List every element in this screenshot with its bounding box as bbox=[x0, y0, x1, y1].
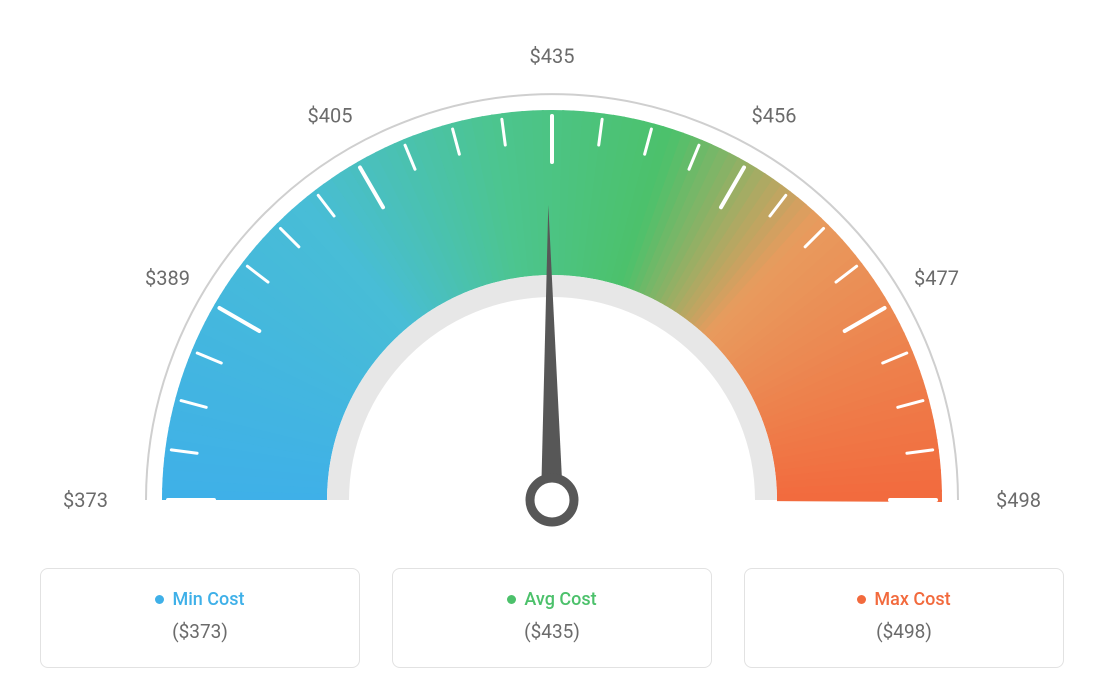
legend-label-min: Min Cost bbox=[172, 589, 244, 610]
gauge-tick-label: $456 bbox=[752, 103, 797, 127]
legend-card-avg: Avg Cost ($435) bbox=[392, 568, 712, 668]
legend-card-max: Max Cost ($498) bbox=[744, 568, 1064, 668]
legend-value-max: ($498) bbox=[761, 620, 1047, 643]
legend-value-avg: ($435) bbox=[409, 620, 695, 643]
gauge-container: $373 $389 $405 $435 $456 $477 $498 bbox=[0, 0, 1104, 560]
legend-dot-avg bbox=[507, 595, 516, 604]
gauge-tick-label: $477 bbox=[914, 266, 959, 290]
gauge-tick-label: $435 bbox=[530, 44, 575, 68]
legend-card-min: Min Cost ($373) bbox=[40, 568, 360, 668]
legend-title-max: Max Cost bbox=[857, 589, 950, 610]
gauge-tick-label: $498 bbox=[996, 488, 1041, 512]
legend-label-avg: Avg Cost bbox=[524, 589, 596, 610]
legend-title-avg: Avg Cost bbox=[507, 589, 596, 610]
legend-row: Min Cost ($373) Avg Cost ($435) Max Cost… bbox=[0, 568, 1104, 668]
gauge-tick-label: $373 bbox=[63, 488, 108, 512]
legend-dot-min bbox=[155, 595, 164, 604]
gauge-tick-label: $405 bbox=[308, 103, 353, 127]
cost-gauge: $373 $389 $405 $435 $456 $477 $498 bbox=[0, 0, 1104, 560]
legend-label-max: Max Cost bbox=[874, 589, 950, 610]
legend-value-min: ($373) bbox=[57, 620, 343, 643]
gauge-needle-hub bbox=[530, 478, 574, 522]
legend-title-min: Min Cost bbox=[155, 589, 244, 610]
gauge-tick-label: $389 bbox=[145, 266, 190, 290]
legend-dot-max bbox=[857, 595, 866, 604]
